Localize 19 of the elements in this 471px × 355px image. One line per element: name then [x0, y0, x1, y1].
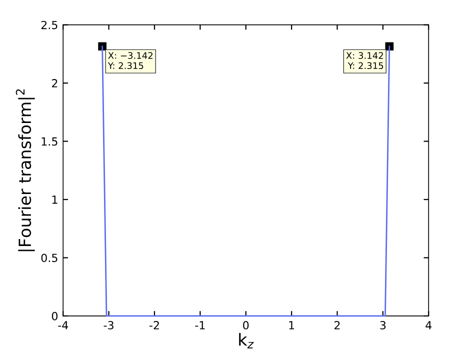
annotation: X: 3.142 Y: 2.315 — [346, 52, 384, 70]
y-tick-label: 1.5 — [42, 137, 58, 146]
annotation: X: −3.142 Y: 2.315 — [108, 52, 152, 70]
x-tick-label: -3 — [104, 321, 114, 330]
x-tick-label: 1 — [289, 321, 294, 330]
y-tick-label: 0.5 — [41, 254, 58, 262]
y-tick-label: 0 — [52, 312, 58, 320]
x-tick-label: 0 — [243, 321, 249, 330]
y-axis-title: |Fourier transform|$^{2}$ — [16, 89, 35, 252]
x-tick-label: 3 — [380, 321, 386, 330]
y-tick-label: 2 — [52, 79, 58, 88]
x-tick-label: -2 — [149, 321, 159, 330]
x-tick-label: -1 — [195, 321, 205, 330]
x-tick-label: -4 — [58, 321, 68, 330]
x-tick-label: 2 — [334, 321, 340, 330]
y-tick-label: 1 — [52, 196, 58, 204]
x-tick-label: 4 — [426, 321, 432, 330]
y-tick-label: 2.5 — [41, 20, 58, 30]
x-axis-title: k$_{z}$ — [239, 332, 254, 348]
